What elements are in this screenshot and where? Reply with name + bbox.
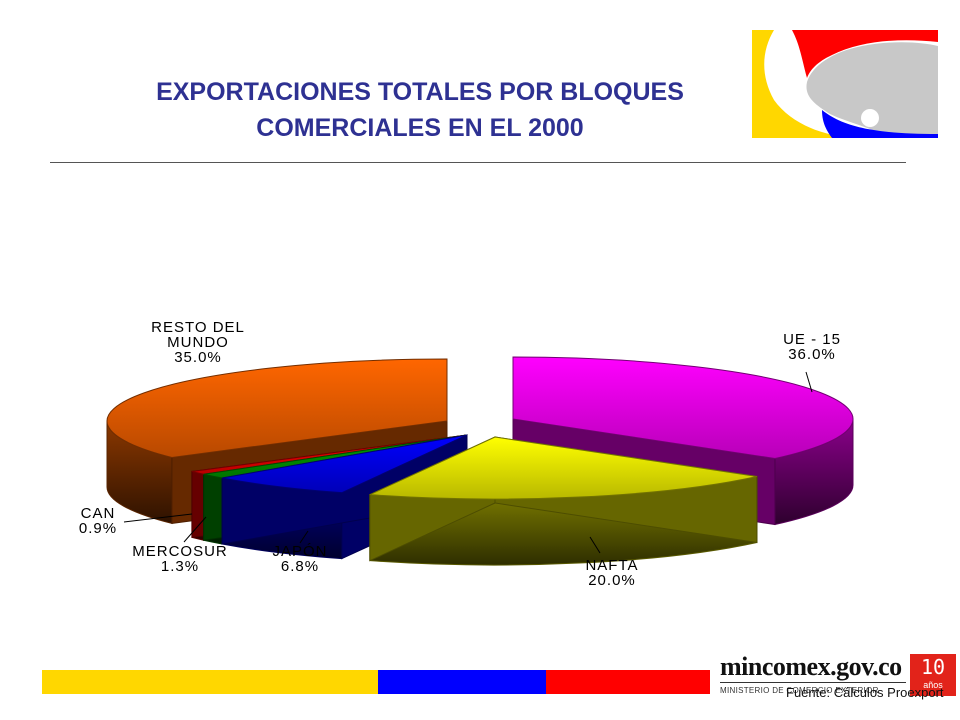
flag-stripe-yellow bbox=[42, 670, 378, 694]
ministry-name: MINISTERIO DE COMERCIO EXTERIOR bbox=[720, 686, 879, 695]
title-line-2: COMERCIALES EN EL 2000 bbox=[256, 114, 584, 142]
anniversary-word: años bbox=[923, 680, 943, 690]
colombian-flag-bar bbox=[42, 670, 710, 694]
leader-line-ue-15 bbox=[805, 371, 813, 393]
flag-stripe-blue bbox=[378, 670, 546, 694]
slice-label-ue-15: UE - 15 36.0% bbox=[783, 331, 841, 363]
pie-tops bbox=[106, 356, 854, 500]
leader-line-can bbox=[123, 513, 193, 523]
leader-line-nafta bbox=[589, 536, 601, 554]
title-line-1: EXPORTACIONES TOTALES POR BLOQUES bbox=[156, 78, 684, 106]
pie-slice-nafta bbox=[369, 436, 758, 500]
title-divider bbox=[50, 162, 906, 163]
brand-underline bbox=[720, 682, 906, 683]
label-leaders bbox=[123, 371, 813, 554]
slice-label-nafta: NAFTA 20.0% bbox=[585, 557, 638, 589]
chart-title: EXPORTACIONES TOTALES POR BLOQUES COMERC… bbox=[90, 74, 750, 146]
pie-chart: UE - 15 36.0% NAFTA 20.0% JAPÓN 6.8% MERCOSUR 1… bbox=[79, 319, 854, 589]
pie-slice-resto-del-mundo bbox=[106, 358, 448, 458]
leader-line-jap-n bbox=[299, 530, 309, 544]
source-note: Fuente: Cálculos Proexport bbox=[786, 685, 944, 700]
anniversary-badge: 10 años bbox=[910, 654, 956, 696]
leader-line-mercosur bbox=[183, 516, 207, 543]
brand-name: mincomex.gov.co bbox=[720, 652, 902, 681]
pie-slice-jap-n bbox=[222, 434, 468, 494]
anniversary-number: 10 bbox=[920, 655, 946, 679]
slice-label-mercosur: MERCOSUR 1.3% bbox=[132, 543, 228, 575]
slice-label-resto-del-mundo: RESTO DEL MUNDO 35.0% bbox=[151, 319, 245, 366]
colombian-flag-swoosh-logo bbox=[752, 30, 938, 138]
slice-labels: UE - 15 36.0% NAFTA 20.0% JAPÓN 6.8% MERCOSUR 1… bbox=[79, 319, 841, 589]
pie-slice-ue-15 bbox=[512, 356, 854, 460]
slice-label-can: CAN 0.9% bbox=[79, 505, 117, 537]
flag-stripe-red bbox=[546, 670, 710, 694]
slice-label-jap-n: JAPÓN 6.8% bbox=[272, 543, 327, 575]
